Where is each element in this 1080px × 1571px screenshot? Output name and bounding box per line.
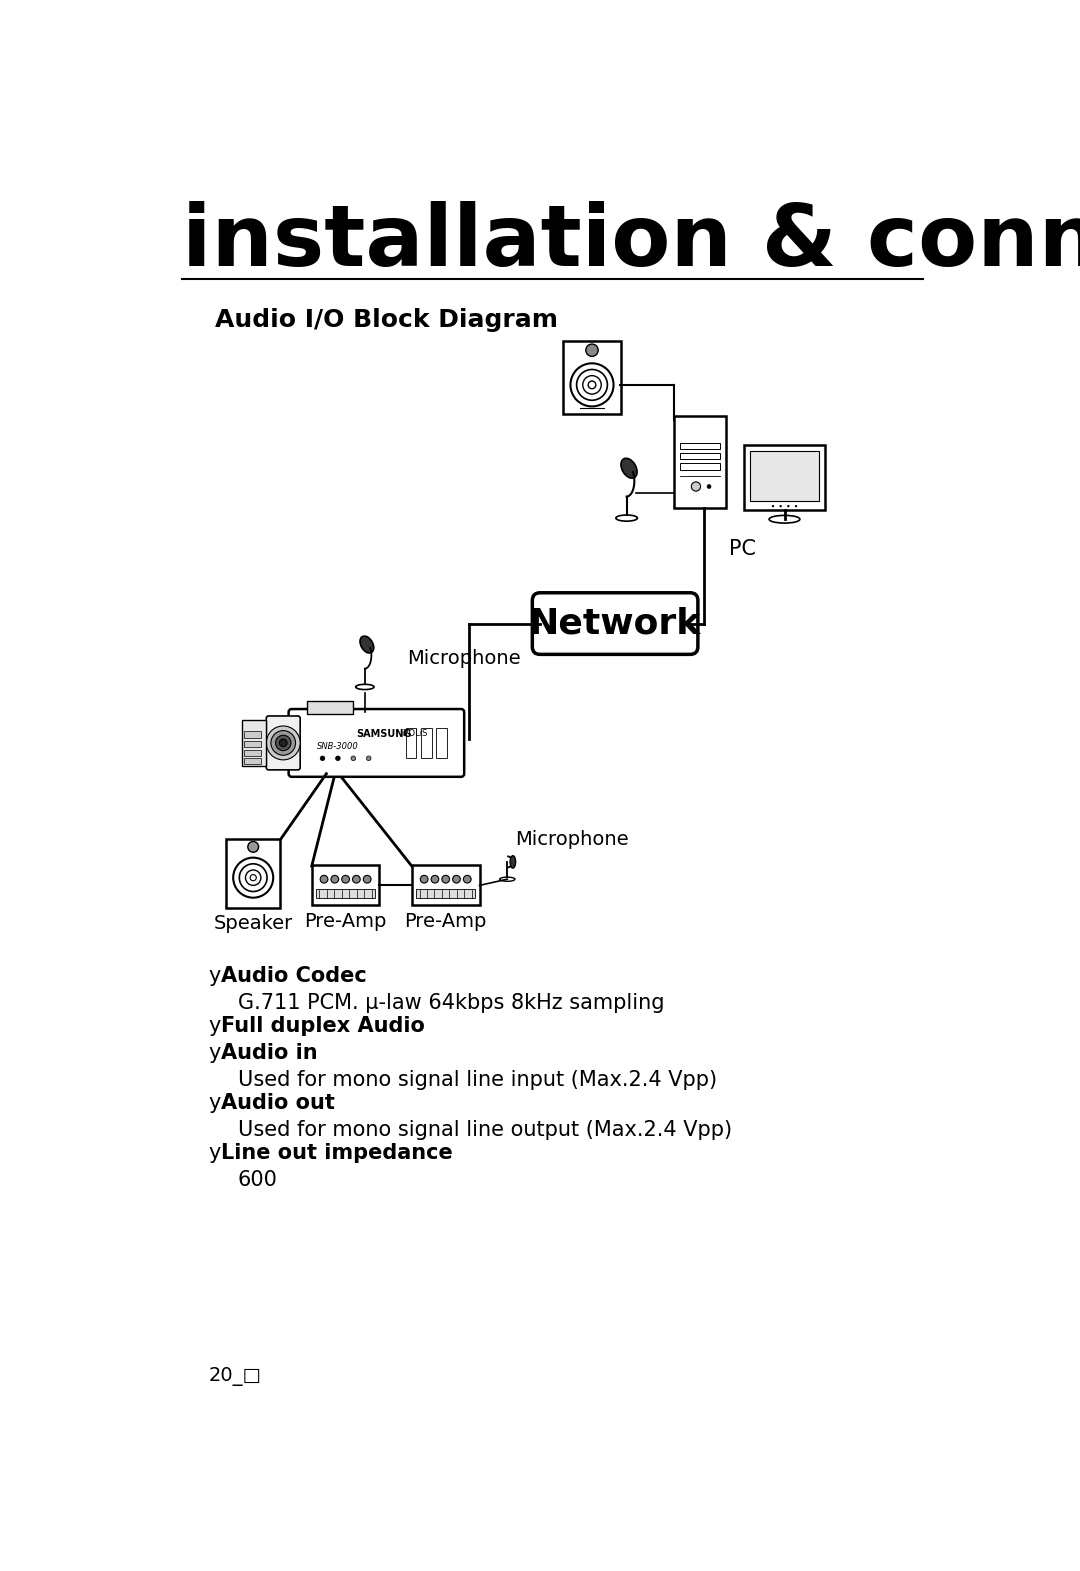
Circle shape xyxy=(336,756,340,760)
Circle shape xyxy=(585,344,598,357)
Circle shape xyxy=(247,842,258,851)
Text: Audio out: Audio out xyxy=(220,1093,335,1114)
Text: installation & connection: installation & connection xyxy=(183,201,1080,283)
Text: Audio I/O Block Diagram: Audio I/O Block Diagram xyxy=(215,308,557,331)
Text: Audio Codec: Audio Codec xyxy=(220,966,366,987)
Text: Network: Network xyxy=(529,606,701,641)
Circle shape xyxy=(463,875,471,883)
Bar xyxy=(751,451,819,501)
Text: Speaker: Speaker xyxy=(214,914,293,933)
Bar xyxy=(679,452,719,459)
Circle shape xyxy=(366,756,372,760)
Text: Full duplex Audio: Full duplex Audio xyxy=(220,1016,424,1037)
Bar xyxy=(679,443,719,449)
Circle shape xyxy=(320,756,325,760)
Circle shape xyxy=(280,738,287,746)
Text: 600: 600 xyxy=(238,1170,278,1191)
Ellipse shape xyxy=(621,459,637,478)
Text: y: y xyxy=(208,1093,221,1114)
Text: iPOLiS: iPOLiS xyxy=(402,729,428,738)
Text: Used for mono signal line input (Max.2.4 Vpp): Used for mono signal line input (Max.2.4… xyxy=(238,1070,717,1090)
Bar xyxy=(679,463,719,470)
Circle shape xyxy=(780,504,782,507)
Circle shape xyxy=(442,875,449,883)
Bar xyxy=(406,727,417,759)
Circle shape xyxy=(787,504,789,507)
Circle shape xyxy=(271,731,296,756)
Circle shape xyxy=(352,875,361,883)
Text: G.711 PCM. μ-law 64kbps 8kHz sampling: G.711 PCM. μ-law 64kbps 8kHz sampling xyxy=(238,993,664,1013)
Ellipse shape xyxy=(769,515,800,523)
Bar xyxy=(244,759,261,765)
Bar xyxy=(244,740,261,746)
Bar xyxy=(421,727,432,759)
Bar xyxy=(417,889,475,899)
FancyBboxPatch shape xyxy=(411,866,480,905)
Bar xyxy=(307,701,353,715)
FancyBboxPatch shape xyxy=(242,720,267,767)
Text: SAMSUNG: SAMSUNG xyxy=(356,729,411,738)
Text: Pre-Amp: Pre-Amp xyxy=(405,913,487,932)
Text: Audio in: Audio in xyxy=(220,1043,318,1064)
Text: SNB-3000: SNB-3000 xyxy=(318,742,359,751)
Circle shape xyxy=(330,875,339,883)
FancyBboxPatch shape xyxy=(312,866,379,905)
Text: 20_□: 20_□ xyxy=(208,1367,261,1386)
Ellipse shape xyxy=(500,877,515,881)
Circle shape xyxy=(320,875,328,883)
Text: Microphone: Microphone xyxy=(407,649,521,668)
Text: y: y xyxy=(208,1144,221,1163)
Circle shape xyxy=(351,756,355,760)
Circle shape xyxy=(795,504,797,507)
Circle shape xyxy=(341,875,350,883)
Text: y: y xyxy=(208,966,221,987)
FancyBboxPatch shape xyxy=(532,592,698,655)
Circle shape xyxy=(363,875,372,883)
Bar xyxy=(244,749,261,756)
Circle shape xyxy=(707,484,711,489)
FancyBboxPatch shape xyxy=(563,341,621,413)
Circle shape xyxy=(772,504,774,507)
Text: Used for mono signal line output (Max.2.4 Vpp): Used for mono signal line output (Max.2.… xyxy=(238,1120,732,1141)
FancyBboxPatch shape xyxy=(744,445,825,511)
Text: Pre-Amp: Pre-Amp xyxy=(305,913,387,932)
FancyBboxPatch shape xyxy=(288,709,464,776)
Text: y: y xyxy=(208,1043,221,1064)
FancyBboxPatch shape xyxy=(226,839,280,908)
Ellipse shape xyxy=(360,636,374,654)
Circle shape xyxy=(420,875,428,883)
Text: Microphone: Microphone xyxy=(515,829,629,848)
Bar xyxy=(316,889,375,899)
FancyBboxPatch shape xyxy=(267,716,300,770)
FancyBboxPatch shape xyxy=(674,416,726,507)
Bar xyxy=(436,727,447,759)
Ellipse shape xyxy=(616,515,637,522)
Circle shape xyxy=(453,875,460,883)
Circle shape xyxy=(275,735,291,751)
Ellipse shape xyxy=(510,856,515,869)
Text: Line out impedance: Line out impedance xyxy=(220,1144,453,1163)
Circle shape xyxy=(431,875,438,883)
Circle shape xyxy=(267,726,300,760)
Circle shape xyxy=(691,482,701,492)
Text: PC: PC xyxy=(729,539,756,559)
Bar xyxy=(244,732,261,737)
Ellipse shape xyxy=(355,685,374,690)
Text: y: y xyxy=(208,1016,221,1037)
